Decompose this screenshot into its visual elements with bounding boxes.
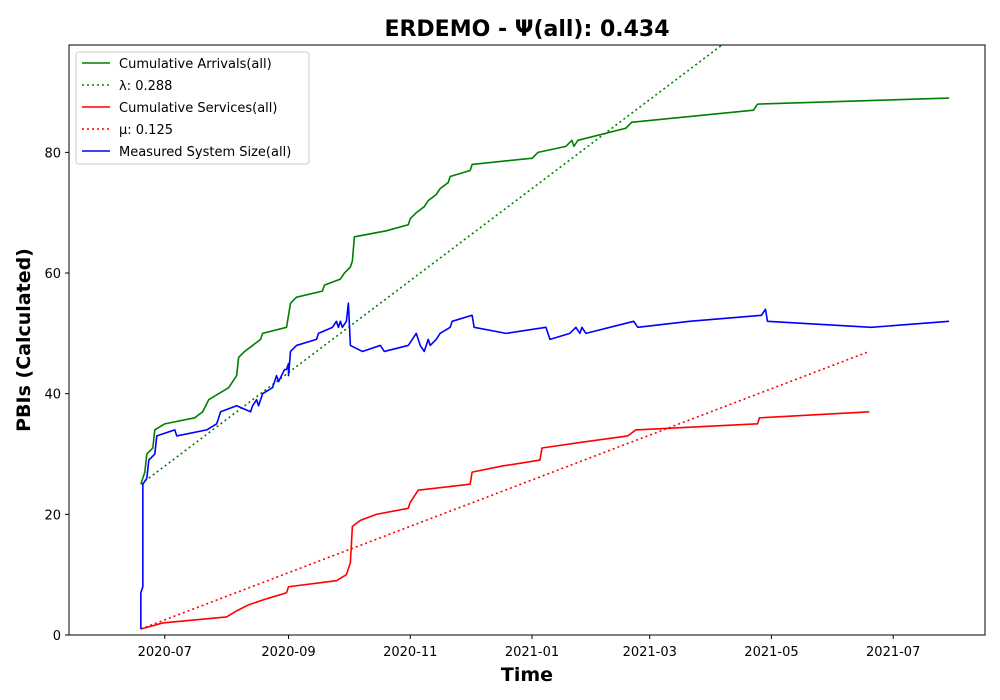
legend-box bbox=[75, 51, 310, 165]
x-axis: 2020-07 2020-09 2020-11 2021-01 2021-03 2021-… bbox=[138, 635, 920, 660]
y-tick-label: 60 bbox=[44, 267, 61, 282]
series-line-0-288 bbox=[140, 45, 724, 485]
x-tick-label: 2021-03 bbox=[623, 645, 677, 660]
chart-title: ERDEMO - Ψ(all): 0.434 bbox=[384, 17, 669, 42]
y-axis-label: PBIs (Calculated) bbox=[13, 248, 35, 432]
x-tick-label: 2020-11 bbox=[383, 645, 437, 660]
legend: Cumulative Arrivals(all) λ: 0.288 Cumulati… bbox=[75, 51, 310, 165]
series-line-measured-system-size-all bbox=[140, 302, 950, 629]
legend-label: Cumulative Arrivals(all) bbox=[119, 57, 272, 72]
x-tick-label: 2020-07 bbox=[138, 645, 192, 660]
y-tick-label: 80 bbox=[44, 146, 61, 161]
series-line-cumulative-services-all bbox=[140, 410, 870, 630]
series-line-cumulative-arrivals-all bbox=[140, 97, 950, 485]
y-tick-label: 40 bbox=[44, 388, 61, 403]
x-axis-label: Time bbox=[501, 664, 553, 686]
series-line-0-125 bbox=[140, 350, 870, 630]
legend-label: Cumulative Services(all) bbox=[119, 101, 277, 116]
legend-label: Measured System Size(all) bbox=[119, 145, 291, 160]
plot-frame bbox=[68, 44, 986, 636]
y-tick-label: 20 bbox=[44, 508, 61, 523]
x-tick-label: 2021-01 bbox=[505, 645, 559, 660]
y-axis: 0 20 40 60 80 bbox=[44, 146, 69, 644]
y-tick-label: 0 bbox=[53, 629, 61, 644]
legend-label: λ: 0.288 bbox=[119, 79, 172, 94]
series-layer bbox=[140, 45, 950, 630]
x-tick-label: 2021-05 bbox=[744, 645, 798, 660]
x-tick-label: 2021-07 bbox=[866, 645, 920, 660]
legend-label: μ: 0.125 bbox=[119, 123, 173, 138]
x-tick-label: 2020-09 bbox=[261, 645, 315, 660]
